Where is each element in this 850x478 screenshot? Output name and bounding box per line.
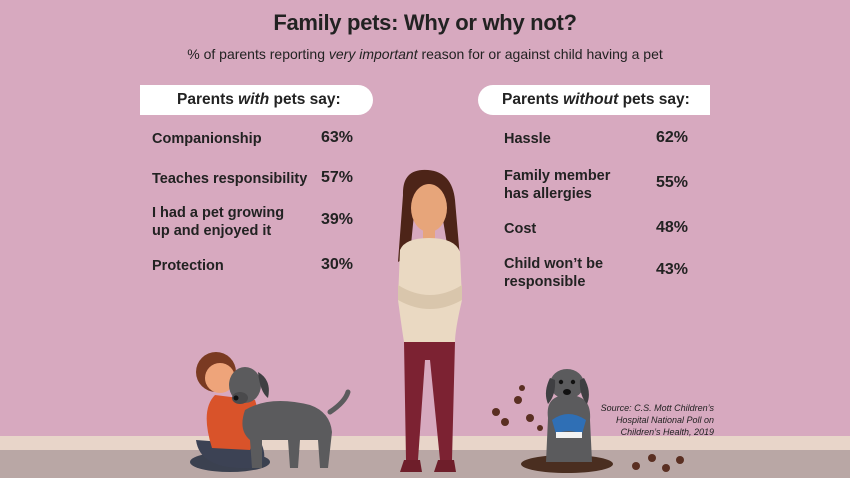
without-pets-header: Parents without pets say:: [478, 85, 710, 115]
with-reason-3: I had a pet growing up and enjoyed it: [152, 205, 285, 239]
with-reason-1: Companionship: [152, 131, 262, 147]
child-hugging-dog-illustration: [190, 352, 351, 472]
without-reason-3: Cost: [504, 221, 537, 237]
without-reason-4: Child won’t be responsible: [504, 256, 604, 290]
floor-base: [0, 450, 850, 478]
paw-prints: [492, 385, 684, 472]
with-pets-header: Parents with pets say:: [140, 85, 373, 115]
with-reason-2: Teaches responsibility: [152, 171, 308, 187]
subtitle: % of parents reporting very important re…: [187, 46, 663, 62]
without-reason-1: Hassle: [504, 131, 551, 147]
source-note: Source: C.S. Mott Children’s Hospital Nat…: [600, 403, 714, 437]
with-reason-3-pct: 39%: [321, 211, 354, 228]
with-reason-2-pct: 57%: [321, 169, 354, 186]
without-reason-3-pct: 48%: [656, 219, 689, 236]
with-reason-1-pct: 63%: [321, 129, 354, 146]
dog-in-hole-illustration: [521, 369, 613, 473]
without-reason-2-pct: 55%: [656, 174, 689, 191]
without-reason-2: Family member has allergies: [504, 168, 611, 202]
without-reason-1-pct: 62%: [656, 129, 689, 146]
woman-illustration: [398, 169, 462, 472]
with-reason-4: Protection: [152, 258, 224, 274]
without-reason-4-pct: 43%: [656, 261, 689, 278]
page-title: Family pets: Why or why not?: [273, 10, 577, 35]
with-reason-4-pct: 30%: [321, 256, 354, 273]
